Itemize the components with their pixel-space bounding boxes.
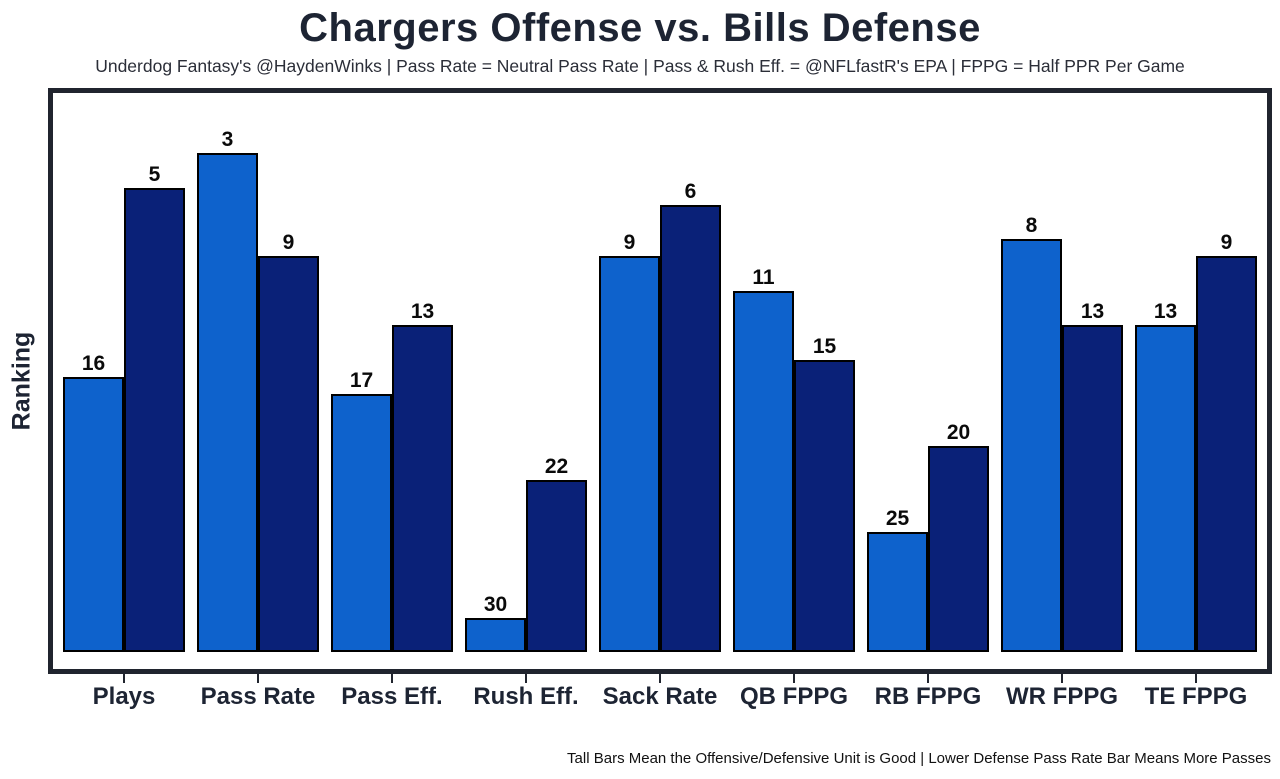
x-axis-cell-rush-eff: Rush Eff. xyxy=(465,674,587,710)
x-axis-tick xyxy=(122,674,126,683)
bar-wrap-bills-defense-qb-fppg: 15 xyxy=(794,336,855,652)
bar-wrap-bills-defense-rush-eff: 22 xyxy=(526,456,587,652)
bar-group-wr-fppg: 8 13 xyxy=(1001,215,1123,652)
bar-wrap-chargers-offense-qb-fppg: 11 xyxy=(733,267,794,652)
bar-group-te-fppg: 13 9 xyxy=(1135,232,1257,652)
bar-wrap-bills-defense-sack-rate: 6 xyxy=(660,181,721,652)
x-axis-category-label: Pass Eff. xyxy=(341,683,443,710)
x-axis-category-label: RB FPPG xyxy=(874,683,982,710)
bar-chargers-offense-pass-rate xyxy=(197,153,258,652)
bar-wrap-bills-defense-te-fppg: 9 xyxy=(1196,232,1257,652)
bar-chargers-offense-te-fppg xyxy=(1135,325,1196,652)
y-axis-label: Ranking xyxy=(7,331,36,431)
chart-subtitle: Underdog Fantasy's @HaydenWinks | Pass R… xyxy=(95,56,1185,76)
bar-wrap-chargers-offense-te-fppg: 13 xyxy=(1135,301,1196,652)
x-axis: Plays Pass Rate Pass Eff. Rush Eff. Sack Rat… xyxy=(48,674,1272,710)
bar-value-label: 11 xyxy=(752,265,775,289)
bar-wrap-bills-defense-pass-eff: 13 xyxy=(392,301,453,652)
bar-wrap-bills-defense-wr-fppg: 13 xyxy=(1062,301,1123,652)
x-axis-tick xyxy=(658,674,662,683)
bar-value-label: 9 xyxy=(1220,231,1233,255)
bar-group-rush-eff: 30 22 xyxy=(465,456,587,652)
bar-chargers-offense-pass-eff xyxy=(331,394,392,652)
x-axis-tick xyxy=(1194,674,1198,683)
bar-wrap-chargers-offense-plays: 16 xyxy=(63,353,124,652)
x-axis-category-label: QB FPPG xyxy=(739,683,848,710)
bar-wrap-chargers-offense-rb-fppg: 25 xyxy=(867,508,928,652)
bar-chargers-offense-rb-fppg xyxy=(867,531,928,652)
bar-bills-defense-rb-fppg xyxy=(928,445,989,652)
bar-wrap-chargers-offense-pass-rate: 3 xyxy=(197,129,258,652)
bar-value-label: 16 xyxy=(81,351,106,375)
bar-value-label: 9 xyxy=(282,231,295,255)
plot-frame: 16 5 3 9 17 13 30 22 9 6 11 15 25 20 8 13 13 9 xyxy=(48,88,1272,674)
x-axis-cell-pass-rate: Pass Rate xyxy=(197,674,319,710)
x-axis-cell-sack-rate: Sack Rate xyxy=(599,674,721,710)
bar-group-qb-fppg: 11 15 xyxy=(733,267,855,652)
bar-group-rb-fppg: 25 20 xyxy=(867,422,989,652)
bar-value-label: 6 xyxy=(684,179,697,203)
bar-value-label: 22 xyxy=(544,455,569,478)
bar-value-label: 25 xyxy=(885,506,910,530)
bar-wrap-bills-defense-rb-fppg: 20 xyxy=(928,422,989,652)
x-axis-category-label: Sack Rate xyxy=(602,683,718,710)
x-axis-tick xyxy=(256,674,260,683)
plot-area: 16 5 3 9 17 13 30 22 9 6 11 15 25 20 8 13 13 9 xyxy=(53,93,1267,669)
bar-wrap-bills-defense-pass-rate: 9 xyxy=(258,232,319,652)
bar-group-plays: 16 5 xyxy=(63,164,185,652)
bar-value-label: 30 xyxy=(483,592,508,616)
bar-bills-defense-plays xyxy=(124,187,185,652)
bar-bills-defense-rush-eff xyxy=(526,480,587,652)
bar-chargers-offense-rush-eff xyxy=(465,617,526,652)
bar-value-label: 13 xyxy=(1080,300,1105,324)
bar-bills-defense-pass-eff xyxy=(392,325,453,652)
bar-value-label: 20 xyxy=(946,420,971,444)
x-axis-category-label: Pass Rate xyxy=(200,683,316,710)
bar-chargers-offense-plays xyxy=(63,376,124,652)
chart-title: Chargers Offense vs. Bills Defense xyxy=(299,6,981,50)
bar-wrap-chargers-offense-rush-eff: 30 xyxy=(465,594,526,652)
bar-value-label: 3 xyxy=(221,128,234,152)
x-axis-tick xyxy=(792,674,796,683)
bar-chargers-offense-qb-fppg xyxy=(733,290,794,652)
x-axis-tick xyxy=(1060,674,1064,683)
x-axis-category-label: Rush Eff. xyxy=(473,683,579,710)
bar-value-label: 5 xyxy=(148,162,161,186)
bar-chargers-offense-wr-fppg xyxy=(1001,239,1062,652)
bar-value-label: 8 xyxy=(1025,214,1038,238)
bar-value-label: 13 xyxy=(1153,300,1178,324)
bar-wrap-chargers-offense-wr-fppg: 8 xyxy=(1001,215,1062,652)
chart-footnote: Tall Bars Mean the Offensive/Defensive U… xyxy=(567,750,1271,767)
x-axis-tick xyxy=(926,674,930,683)
x-axis-cell-rb-fppg: RB FPPG xyxy=(867,674,989,710)
x-axis-category-label: TE FPPG xyxy=(1144,683,1248,710)
x-axis-category-label: Plays xyxy=(92,683,156,710)
x-axis-category-label: WR FPPG xyxy=(1006,683,1118,710)
x-axis-cell-wr-fppg: WR FPPG xyxy=(1001,674,1123,710)
bar-value-label: 15 xyxy=(812,334,837,358)
x-axis-tick xyxy=(524,674,528,683)
x-axis-cell-plays: Plays xyxy=(63,674,185,710)
bar-wrap-chargers-offense-sack-rate: 9 xyxy=(599,232,660,652)
bar-group-pass-eff: 17 13 xyxy=(331,301,453,652)
bar-chargers-offense-sack-rate xyxy=(599,256,660,652)
bar-wrap-bills-defense-plays: 5 xyxy=(124,164,185,652)
bar-value-label: 9 xyxy=(623,231,636,255)
bar-bills-defense-wr-fppg xyxy=(1062,325,1123,652)
bar-bills-defense-te-fppg xyxy=(1196,256,1257,652)
x-axis-cell-qb-fppg: QB FPPG xyxy=(733,674,855,710)
x-axis-tick xyxy=(390,674,394,683)
bar-value-label: 17 xyxy=(349,369,374,392)
bar-bills-defense-sack-rate xyxy=(660,204,721,652)
x-axis-cell-te-fppg: TE FPPG xyxy=(1135,674,1257,710)
bar-value-label: 13 xyxy=(410,300,435,324)
bar-wrap-chargers-offense-pass-eff: 17 xyxy=(331,370,392,652)
x-axis-cell-pass-eff: Pass Eff. xyxy=(331,674,453,710)
bar-bills-defense-qb-fppg xyxy=(794,359,855,652)
bar-bills-defense-pass-rate xyxy=(258,256,319,652)
